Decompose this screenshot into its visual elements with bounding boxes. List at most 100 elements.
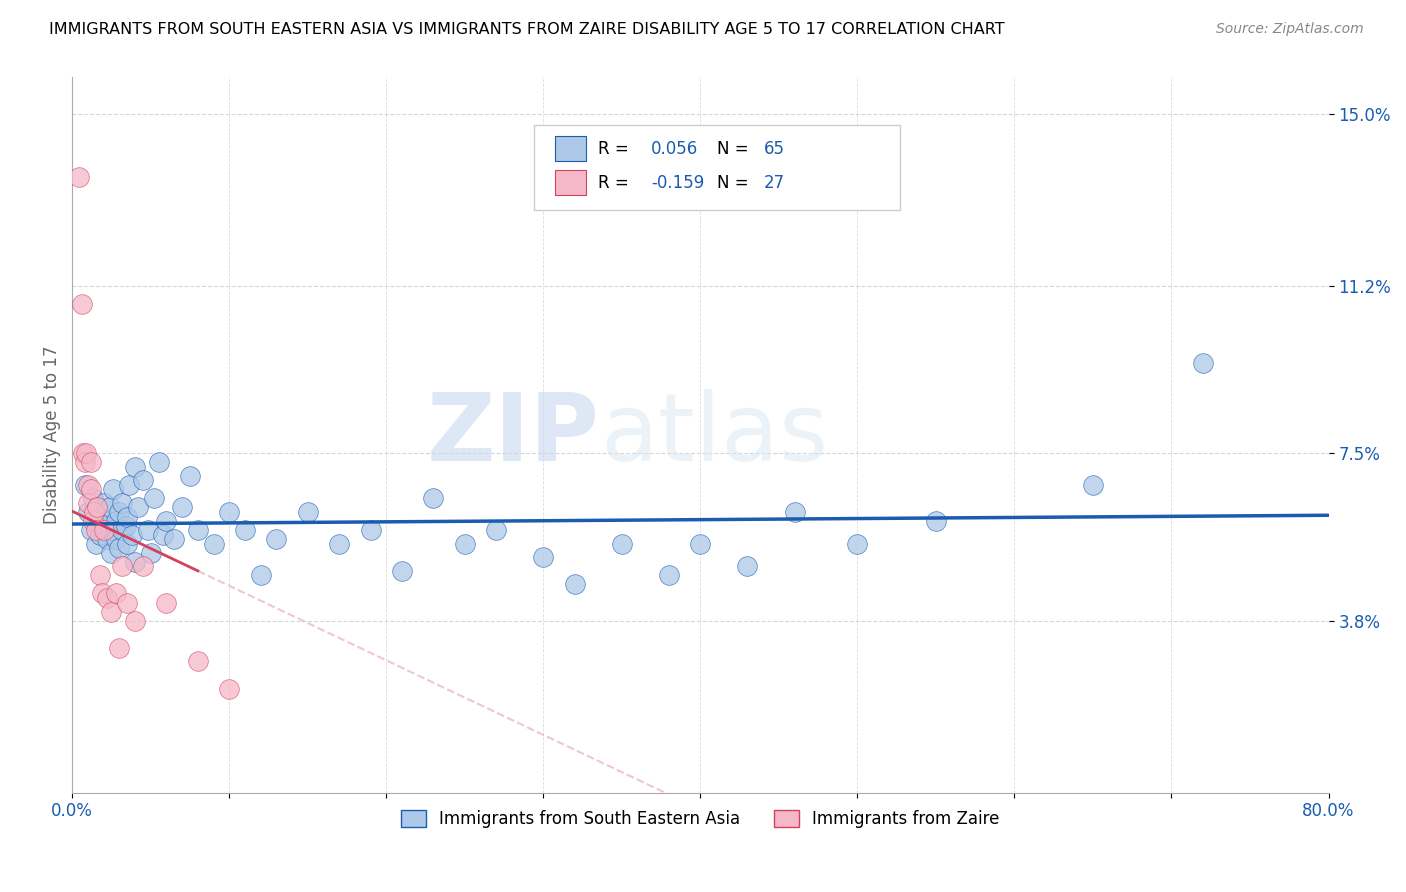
Point (155, 595, 177, 609)
Point (93, 518, 115, 533)
Point (139, 546, 162, 560)
Point (564, 577, 586, 591)
Point (111, 496, 134, 510)
Point (83, 505, 105, 519)
Point (115, 595, 138, 609)
Point (187, 654, 209, 668)
Point (127, 500, 149, 515)
Point (658, 568, 681, 582)
Point (80, 523, 103, 537)
Point (70, 297, 93, 311)
Point (105, 586, 128, 600)
Text: N =: N = (717, 140, 754, 158)
Point (360, 523, 382, 537)
Point (187, 523, 209, 537)
Point (91, 586, 114, 600)
Point (108, 541, 131, 556)
Point (77, 496, 100, 510)
Point (266, 532, 288, 546)
Point (121, 527, 143, 541)
Text: ZIP: ZIP (427, 389, 600, 481)
Text: 27: 27 (763, 174, 785, 192)
Text: 0.056: 0.056 (651, 140, 699, 158)
Text: R =: R = (598, 140, 634, 158)
Point (297, 505, 319, 519)
Point (96, 514, 118, 528)
Point (118, 478, 141, 492)
Y-axis label: Disability Age 5 to 17: Disability Age 5 to 17 (44, 346, 60, 524)
Point (84, 523, 107, 537)
Point (75, 446, 97, 460)
Point (96, 591, 118, 605)
Point (82, 491, 104, 506)
Point (124, 614, 146, 628)
Point (925, 514, 948, 528)
Point (101, 483, 124, 497)
Point (783, 505, 806, 519)
Point (98, 500, 121, 515)
Point (202, 537, 225, 551)
Point (93, 523, 115, 537)
Point (124, 459, 146, 474)
Point (115, 509, 138, 524)
Text: 65: 65 (763, 140, 785, 158)
Point (422, 491, 444, 506)
Point (80, 455, 103, 469)
Text: R =: R = (598, 174, 634, 192)
Point (77, 478, 100, 492)
Point (610, 537, 633, 551)
Point (105, 532, 128, 546)
Point (485, 523, 508, 537)
Text: N =: N = (717, 174, 754, 192)
Point (96, 532, 118, 546)
Point (82, 514, 104, 528)
Point (249, 568, 271, 582)
Point (124, 555, 146, 569)
Point (73, 455, 96, 469)
Point (737, 559, 759, 574)
Point (163, 532, 186, 546)
Point (89, 509, 111, 524)
Point (132, 559, 155, 574)
Point (72, 446, 94, 460)
Point (152, 527, 174, 541)
Point (846, 537, 869, 551)
Point (89, 527, 111, 541)
Point (132, 473, 155, 487)
Text: atlas: atlas (600, 389, 828, 481)
Point (93, 496, 115, 510)
Point (100, 546, 122, 560)
Point (148, 455, 170, 469)
Point (100, 605, 122, 619)
Point (531, 550, 554, 565)
Point (111, 559, 134, 574)
Point (391, 564, 413, 578)
Point (454, 537, 477, 551)
Point (142, 491, 165, 506)
Point (105, 514, 128, 528)
Point (155, 514, 177, 528)
Text: Source: ZipAtlas.com: Source: ZipAtlas.com (1216, 22, 1364, 37)
Point (218, 505, 240, 519)
Text: -0.159: -0.159 (651, 174, 704, 192)
Point (689, 537, 711, 551)
Point (1081, 478, 1104, 492)
Point (172, 500, 194, 515)
Point (73, 478, 96, 492)
Point (114, 518, 136, 533)
Point (115, 537, 138, 551)
Point (89, 568, 111, 582)
Text: IMMIGRANTS FROM SOUTH EASTERN ASIA VS IMMIGRANTS FROM ZAIRE DISABILITY AGE 5 TO : IMMIGRANTS FROM SOUTH EASTERN ASIA VS IM… (49, 22, 1005, 37)
Point (136, 523, 159, 537)
Point (111, 523, 134, 537)
Point (328, 537, 350, 551)
Point (1192, 356, 1215, 370)
Point (108, 505, 131, 519)
Point (179, 468, 201, 483)
Point (84, 514, 107, 528)
Legend: Immigrants from South Eastern Asia, Immigrants from Zaire: Immigrants from South Eastern Asia, Immi… (395, 803, 1007, 834)
Point (67, 169, 90, 184)
Point (86, 500, 108, 515)
Point (84, 537, 107, 551)
Point (86, 500, 108, 515)
